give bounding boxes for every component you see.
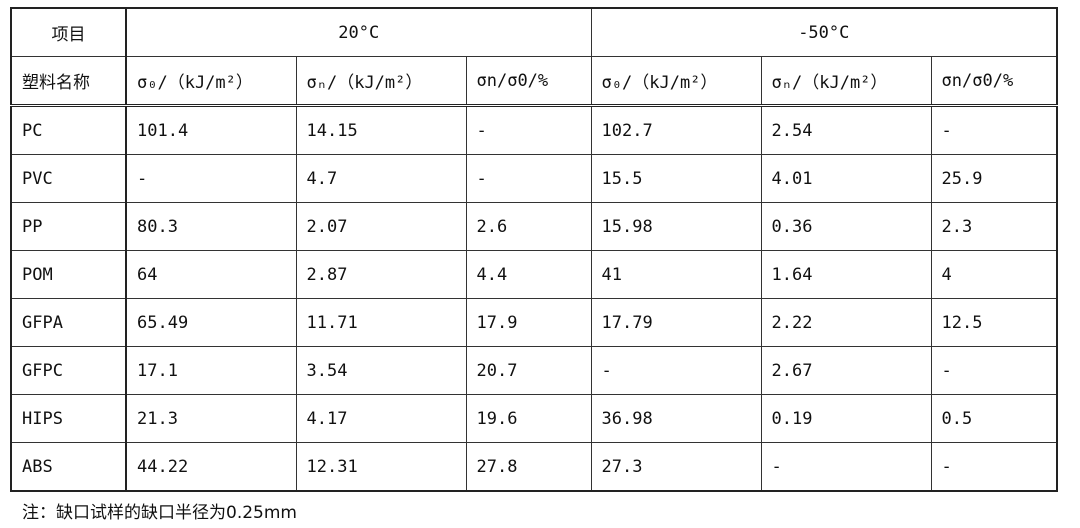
value-cell: 4.4 <box>465 250 592 299</box>
value-cell: - <box>930 105 1058 155</box>
value-cell: 4.17 <box>295 394 467 443</box>
value-cell: 2.3 <box>930 202 1058 251</box>
value-cell: 19.6 <box>465 394 592 443</box>
value-cell: 12.5 <box>930 298 1058 347</box>
value-cell: 17.9 <box>465 298 592 347</box>
value-cell: 2.54 <box>760 105 932 155</box>
value-cell: 3.54 <box>295 346 467 395</box>
value-cell: 0.36 <box>760 202 932 251</box>
value-cell: 4.01 <box>760 154 932 203</box>
value-cell: 36.98 <box>590 394 762 443</box>
value-cell: 27.8 <box>465 442 592 492</box>
plastic-name-cell: GFPA <box>10 298 127 347</box>
value-cell: 101.4 <box>125 105 297 155</box>
column-header: σ₀/（kJ/m²） <box>590 56 762 107</box>
value-cell: 44.22 <box>125 442 297 492</box>
table-row: PVC -4.7-15.5 4.01 25.9 <box>10 154 1058 203</box>
value-cell: 20.7 <box>465 346 592 395</box>
header-item: 项目 <box>10 7 127 57</box>
header-row-columns: 塑料名称 σ₀/（kJ/m²） σₙ/（kJ/m²） σn/σ0/% σ₀/（k… <box>10 56 1058 107</box>
value-cell: 2.07 <box>295 202 467 251</box>
plastic-name-cell: PVC <box>10 154 127 203</box>
column-header: σn/σ0/% <box>930 56 1058 107</box>
value-cell: 15.5 <box>590 154 762 203</box>
value-cell: 0.5 <box>930 394 1058 443</box>
value-cell: - <box>465 105 592 155</box>
plastic-name-cell: HIPS <box>10 394 127 443</box>
value-cell: - <box>930 442 1058 492</box>
value-cell: - <box>590 346 762 395</box>
value-cell: 2.22 <box>760 298 932 347</box>
table-row: ABS 44.22 12.31 27.8 27.3- - <box>10 442 1058 492</box>
value-cell: 102.7 <box>590 105 762 155</box>
value-cell: 12.31 <box>295 442 467 492</box>
value-cell: - <box>465 154 592 203</box>
table-row: PC 101.4 14.15-102.7 2.54- <box>10 105 1058 155</box>
column-header: σₙ/（kJ/m²） <box>760 56 932 107</box>
value-cell: 17.1 <box>125 346 297 395</box>
table-row: GFPA 65.49 11.71 17.9 17.79 2.22 12.5 <box>10 298 1058 347</box>
plastic-name-cell: PC <box>10 105 127 155</box>
column-header: σn/σ0/% <box>465 56 592 107</box>
table-row: POM 64 2.87 4.4 41 1.64 4 <box>10 250 1058 299</box>
plastic-name-cell: POM <box>10 250 127 299</box>
value-cell: 4.7 <box>295 154 467 203</box>
value-cell: 2.67 <box>760 346 932 395</box>
plastic-name-cell: ABS <box>10 442 127 492</box>
value-cell: 25.9 <box>930 154 1058 203</box>
table-row: GFPC 17.1 3.54 20.7-2.67- <box>10 346 1058 395</box>
value-cell: 0.19 <box>760 394 932 443</box>
header-row-groups: 项目 20°C -50°C <box>10 7 1058 57</box>
column-header: σₙ/（kJ/m²） <box>295 56 467 107</box>
value-cell: 21.3 <box>125 394 297 443</box>
impact-strength-table: 项目 20°C -50°C 塑料名称 σ₀/（kJ/m²） σₙ/（kJ/m²）… <box>10 7 1059 492</box>
value-cell: 41 <box>590 250 762 299</box>
value-cell: 65.49 <box>125 298 297 347</box>
value-cell: 2.87 <box>295 250 467 299</box>
value-cell: - <box>760 442 932 492</box>
value-cell: 80.3 <box>125 202 297 251</box>
value-cell: 17.79 <box>590 298 762 347</box>
column-header: 塑料名称 <box>10 56 127 107</box>
plastic-name-cell: GFPC <box>10 346 127 395</box>
column-header: σ₀/（kJ/m²） <box>125 56 297 107</box>
value-cell: 11.71 <box>295 298 467 347</box>
value-cell: 64 <box>125 250 297 299</box>
table-note: 注：缺口试样的缺口半径为0.25mm <box>22 503 297 523</box>
value-cell: 2.6 <box>465 202 592 251</box>
table-row: HIPS 21.3 4.17 19.6 36.98 0.19 0.5 <box>10 394 1058 443</box>
header-group-minus50c: -50°C <box>590 7 1058 57</box>
value-cell: 4 <box>930 250 1058 299</box>
plastic-name-cell: PP <box>10 202 127 251</box>
value-cell: - <box>930 346 1058 395</box>
table-row: PP 80.3 2.07 2.6 15.98 0.36 2.3 <box>10 202 1058 251</box>
value-cell: 15.98 <box>590 202 762 251</box>
value-cell: 27.3 <box>590 442 762 492</box>
header-group-20c: 20°C <box>125 7 592 57</box>
value-cell: 1.64 <box>760 250 932 299</box>
value-cell: - <box>125 154 297 203</box>
value-cell: 14.15 <box>295 105 467 155</box>
